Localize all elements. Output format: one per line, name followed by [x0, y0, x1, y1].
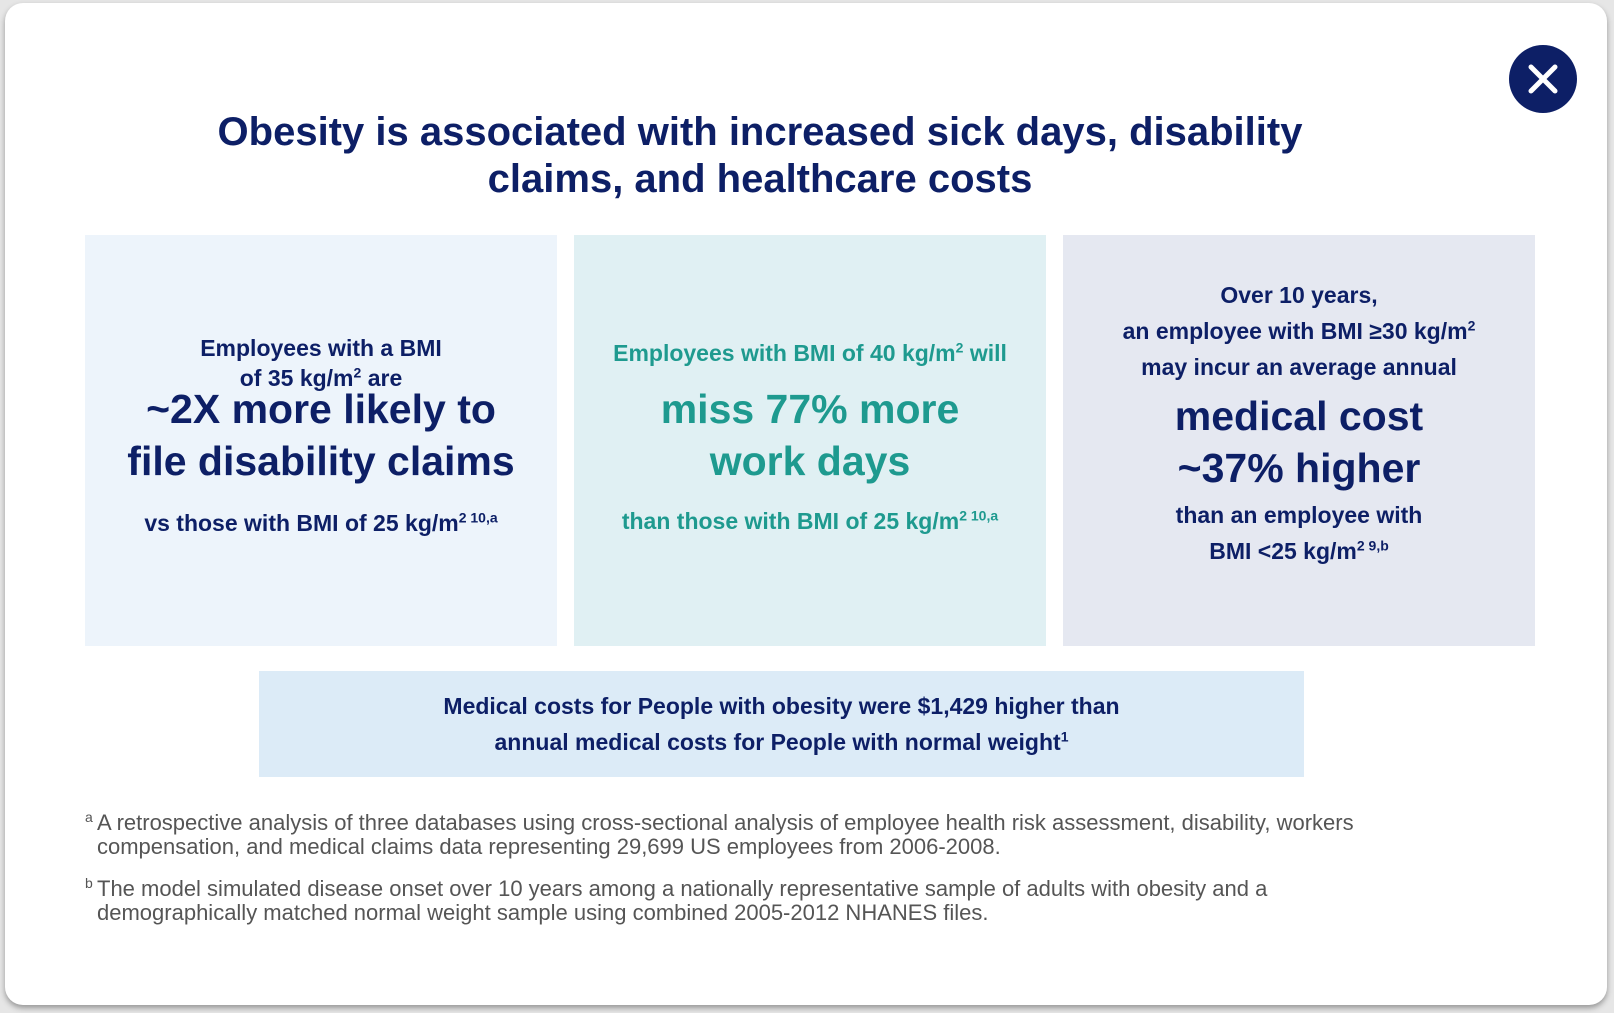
card-lead-line: of 35 kg/m2 are	[95, 363, 547, 393]
footnote-marker: a	[85, 809, 93, 825]
card-lead-line: Employees with BMI of 40 kg/m2 will	[584, 335, 1036, 371]
card-headline: ~2X more likely to file disability claim…	[95, 383, 547, 487]
close-button[interactable]	[1509, 45, 1577, 113]
card-tail: than an employee with BMI <25 kg/m2 9,b	[1073, 497, 1525, 569]
card-tail: vs those with BMI of 25 kg/m2 10,a	[95, 505, 547, 541]
card-lead-text: are	[361, 365, 403, 391]
card-lead-line: Employees with a BMI	[200, 335, 442, 361]
card-headline-line: work days	[709, 438, 911, 484]
footnote-line: A retrospective analysis of three databa…	[97, 810, 1354, 835]
card-lead-text: of 35 kg/m	[239, 365, 354, 391]
superscript: 2	[1467, 317, 1476, 334]
stat-card-work-days: Employees with BMI of 40 kg/m2 will miss…	[574, 235, 1046, 646]
card-lead-text: will	[963, 340, 1007, 366]
card-tail-text: than those with BMI of 25 kg/m	[621, 508, 960, 534]
superscript: 2	[353, 364, 362, 381]
card-headline-line: ~2X more likely to	[146, 386, 496, 432]
card-lead: Employees with BMI of 40 kg/m2 will	[584, 335, 1036, 371]
footnotes: a A retrospective analysis of three data…	[85, 809, 1525, 943]
title-line-2: claims, and healthcare costs	[487, 157, 1033, 201]
card-lead-line: Over 10 years,	[1220, 282, 1378, 308]
card-headline-line: miss 77% more	[660, 386, 960, 432]
card-lead-text: an employee with BMI ≥30 kg/m	[1122, 318, 1468, 344]
stat-card-medical-cost: Over 10 years, an employee with BMI ≥30 …	[1063, 235, 1535, 646]
card-headline: miss 77% more work days	[584, 383, 1036, 487]
card-lead-text: Employees with BMI of 40 kg/m	[613, 340, 956, 366]
card-headline: medical cost ~37% higher	[1073, 390, 1525, 494]
footnote-b: b The model simulated disease onset over…	[85, 875, 1525, 925]
footnote-line: compensation, and medical claims data re…	[97, 834, 1001, 859]
footnote-line: The model simulated disease onset over 1…	[97, 876, 1268, 901]
cost-banner: Medical costs for People with obesity we…	[259, 671, 1304, 777]
superscript: 1	[1060, 728, 1069, 745]
superscript: 2	[955, 339, 964, 356]
card-tail: than those with BMI of 25 kg/m2 10,a	[584, 503, 1036, 539]
stat-card-disability: Employees with a BMI of 35 kg/m2 are ~2X…	[85, 235, 557, 646]
card-tail-line: vs those with BMI of 25 kg/m2 10,a	[95, 505, 547, 541]
card-tail-line: than an employee with	[1175, 502, 1423, 528]
banner-line: annual medical costs for People with nor…	[259, 724, 1304, 760]
card-tail-line: BMI <25 kg/m2 9,b	[1073, 533, 1525, 569]
card-lead: Employees with a BMI of 35 kg/m2 are	[95, 333, 547, 393]
card-tail-line: than those with BMI of 25 kg/m2 10,a	[584, 503, 1036, 539]
card-tail-text: vs those with BMI of 25 kg/m	[144, 510, 459, 536]
banner-line: Medical costs for People with obesity we…	[443, 693, 1120, 719]
card-headline-line: ~37% higher	[1177, 445, 1421, 491]
footnote-marker: b	[85, 875, 93, 891]
card-headline-line: file disability claims	[127, 438, 515, 484]
page-title: Obesity is associated with increased sic…	[185, 109, 1335, 203]
superscript: 2 10,a	[458, 509, 498, 526]
superscript: 2 9,b	[1356, 537, 1389, 554]
footnote-line: demographically matched normal weight sa…	[97, 900, 989, 925]
card-headline-line: medical cost	[1174, 393, 1424, 439]
banner-text: annual medical costs for People with nor…	[494, 729, 1061, 755]
card-lead-line: may incur an average annual	[1141, 354, 1457, 380]
card-lead: Over 10 years, an employee with BMI ≥30 …	[1073, 277, 1525, 385]
footnote-a: a A retrospective analysis of three data…	[85, 809, 1525, 859]
close-icon	[1528, 64, 1558, 94]
modal-dialog: Obesity is associated with increased sic…	[5, 3, 1607, 1005]
title-line-1: Obesity is associated with increased sic…	[217, 110, 1303, 154]
superscript: 2 10,a	[959, 507, 999, 524]
card-tail-text: BMI <25 kg/m	[1209, 538, 1357, 564]
card-lead-line: an employee with BMI ≥30 kg/m2	[1073, 313, 1525, 349]
